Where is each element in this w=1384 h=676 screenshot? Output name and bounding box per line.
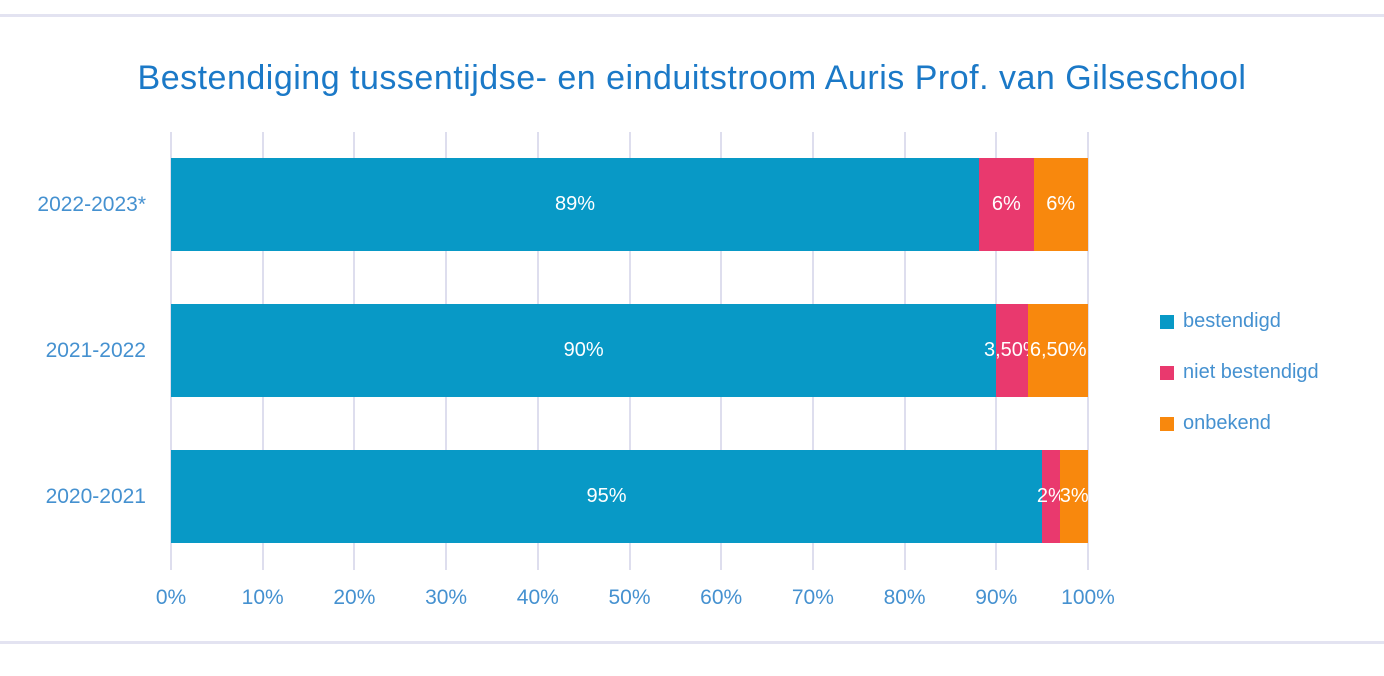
- bar-segment-onbekend: [1033, 158, 1088, 251]
- legend-label: onbekend: [1183, 412, 1271, 434]
- data-label: 2%: [1036, 485, 1066, 507]
- bar-segment-bestendigd: [171, 450, 1043, 543]
- data-label: 89%: [555, 193, 596, 215]
- x-tick-label: 100%: [1061, 586, 1115, 609]
- legend-item-onbekend: onbekend: [1160, 398, 1319, 449]
- legend-item-niet-bestendigd: niet bestendigd: [1160, 347, 1319, 398]
- x-tick-label: 20%: [333, 586, 376, 609]
- x-tick-label: 60%: [700, 586, 743, 609]
- legend-swatch-icon: [1160, 365, 1174, 380]
- x-tick-label: 40%: [516, 586, 559, 609]
- chart-title: Bestendiging tussentijdse- en einduitstr…: [137, 59, 1247, 97]
- data-label: 90%: [563, 339, 604, 361]
- category-label: 2020-2021: [45, 484, 146, 508]
- legend-swatch-icon: [1160, 314, 1174, 329]
- legend-label: niet bestendigd: [1183, 361, 1319, 383]
- x-tick-label: 90%: [975, 586, 1018, 609]
- data-label: 95%: [586, 485, 627, 507]
- category-label: 2022-2023*: [37, 192, 146, 216]
- top-divider: [0, 14, 1384, 17]
- legend-swatch-icon: [1160, 416, 1174, 431]
- bar-segment-niet-bestendigd: [1042, 450, 1061, 543]
- x-tick-label: 80%: [883, 586, 926, 609]
- legend-label: bestendigd: [1183, 310, 1281, 332]
- x-tick-label: 10%: [241, 586, 284, 609]
- gridline: [1087, 132, 1089, 570]
- bar-segment-niet-bestendigd: [979, 158, 1034, 251]
- bottom-divider: [0, 641, 1384, 644]
- legend-item-bestendigd: bestendigd: [1160, 296, 1319, 347]
- bar-segment-onbekend: [1060, 450, 1088, 543]
- data-label: 3,50%: [983, 339, 1041, 361]
- bar-segment-onbekend: [1028, 304, 1088, 397]
- legend: bestendigd niet bestendigd onbekend: [1160, 296, 1319, 449]
- x-tick-label: 50%: [608, 586, 651, 609]
- data-label: 6,50%: [1029, 339, 1087, 361]
- data-label: 6%: [1046, 193, 1076, 215]
- x-tick-label: 0%: [155, 586, 187, 609]
- data-label: 6%: [991, 193, 1021, 215]
- data-label: 3%: [1059, 485, 1089, 507]
- x-tick-label: 70%: [791, 586, 834, 609]
- x-tick-label: 30%: [425, 586, 468, 609]
- bar-segment-niet-bestendigd: [996, 304, 1029, 397]
- bar-segment-bestendigd: [171, 158, 980, 251]
- bar-segment-bestendigd: [171, 304, 997, 397]
- category-label: 2021-2022: [45, 338, 146, 362]
